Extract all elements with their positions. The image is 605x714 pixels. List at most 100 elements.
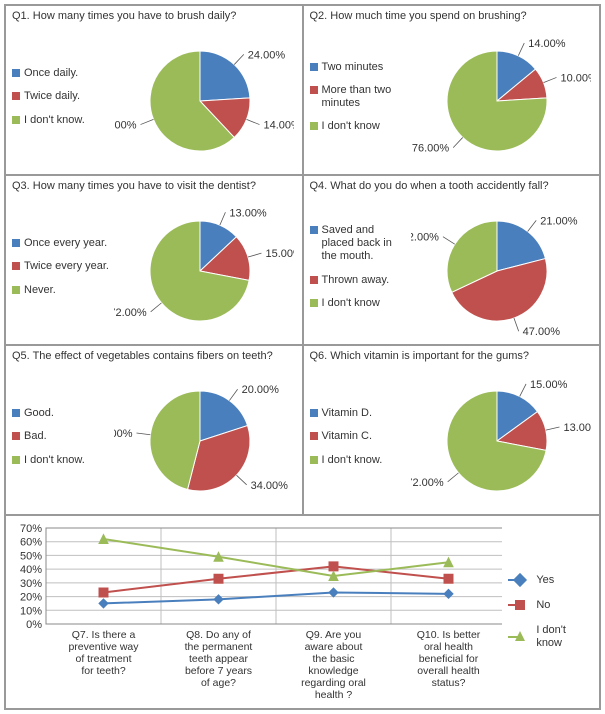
legend-item: More than two minutes (310, 84, 410, 110)
chart-grid: Q1. How many times you have to brush dai… (4, 4, 601, 710)
series-marker (329, 588, 338, 597)
legend-swatch (310, 409, 318, 417)
leader-line (140, 119, 153, 124)
leader-line (236, 475, 246, 485)
pie-label: 24.00% (248, 49, 286, 61)
leader-line (514, 318, 519, 331)
legend-label: Once every year. (24, 237, 107, 250)
cell-q6: Q6. Which vitamin is important for the g… (303, 345, 601, 515)
legend-marker (508, 574, 532, 586)
legend-item: Never. (12, 284, 112, 297)
legend-item: I don't know. (12, 454, 112, 467)
q4-title: Q4. What do you do when a tooth accident… (310, 180, 594, 192)
legend-item: Twice every year. (12, 260, 112, 273)
legend-swatch (12, 432, 20, 440)
q3-title: Q3. How many times you have to visit the… (12, 180, 296, 192)
legend-item: I don't know (310, 297, 410, 310)
plot-border (46, 528, 502, 624)
pie-label: 15.00% (265, 248, 294, 260)
q2-title: Q2. How much time you spend on brushing? (310, 10, 594, 22)
cell-q4: Q4. What do you do when a tooth accident… (303, 175, 601, 345)
line-legend: YesNoI don't know (502, 522, 593, 702)
y-tick-label: 60% (20, 537, 42, 549)
pie-slice (200, 51, 250, 101)
pie-label: 34.00% (250, 480, 288, 492)
y-tick-label: 10% (20, 605, 42, 617)
legend-swatch (12, 286, 20, 294)
legend-label: I don't know. (24, 114, 85, 127)
q6-title: Q6. Which vitamin is important for the g… (310, 350, 594, 362)
legend-label: More than two minutes (322, 84, 410, 110)
x-tick-label: Q7. Is there apreventive wayof treatment… (68, 629, 139, 677)
leader-line (234, 54, 244, 64)
line-legend-label: I don't know (536, 624, 593, 650)
cell-q1: Q1. How many times you have to brush dai… (5, 5, 303, 175)
legend-label: Vitamin C. (322, 430, 373, 443)
leader-line (453, 137, 463, 147)
pie-label: 72.00% (114, 307, 147, 319)
x-tick-label: Q8. Do any ofthe permanentteeth appearbe… (185, 629, 253, 689)
legend-swatch (12, 239, 20, 247)
y-tick-label: 20% (20, 592, 42, 604)
pie-label: 76.00% (412, 143, 450, 155)
pie-label: 46.00% (114, 428, 133, 440)
pie-label: 10.00% (561, 72, 591, 84)
leader-line (248, 253, 261, 257)
q6-legend: Vitamin D.Vitamin C.I don't know. (310, 407, 410, 467)
legend-label: Vitamin D. (322, 407, 373, 420)
q5-pie: 20.00% 34.00% 46.00% (114, 367, 294, 507)
series-marker (214, 574, 223, 583)
leader-line (519, 43, 525, 56)
pie-label: 15.00% (530, 379, 568, 391)
legend-label: Twice daily. (24, 90, 80, 103)
legend-swatch (310, 456, 318, 464)
legend-label: I don't know (322, 297, 380, 310)
y-tick-label: 50% (20, 550, 42, 562)
legend-swatch (12, 69, 20, 77)
q2-pie: 14.00%10.00%76.00% (411, 27, 591, 167)
pie-label: 62.00% (114, 120, 137, 132)
legend-swatch (310, 63, 318, 71)
line-legend-item: I don't know (508, 624, 593, 650)
legend-swatch (310, 226, 318, 234)
leader-line (520, 384, 526, 396)
legend-marker (508, 599, 532, 611)
legend-swatch (12, 92, 20, 100)
y-tick-label: 40% (20, 564, 42, 576)
pie-label: 47.00% (523, 326, 561, 337)
cell-q2: Q2. How much time you spend on brushing?… (303, 5, 601, 175)
legend-item: Vitamin C. (310, 430, 410, 443)
line-chart: 0%10%20%30%40%50%60%70%Q7. Is there apre… (12, 522, 502, 702)
legend-swatch (310, 86, 318, 94)
legend-item: I don't know (310, 120, 410, 133)
pie-label: 13.00% (229, 207, 267, 219)
legend-item: Two minutes (310, 61, 410, 74)
series-marker (444, 574, 453, 583)
legend-item: Saved and placed back in the mouth. (310, 224, 410, 264)
legend-item: Twice daily. (12, 90, 112, 103)
legend-swatch (310, 122, 318, 130)
legend-item: Bad. (12, 430, 112, 443)
legend-label: Never. (24, 284, 56, 297)
q2-legend: Two minutes More than two minutes I don't … (310, 61, 410, 134)
pie-label: 21.00% (540, 215, 578, 227)
line-legend-label: No (536, 599, 550, 612)
legend-label: Thrown away. (322, 274, 390, 287)
legend-item: Thrown away. (310, 274, 410, 287)
legend-item: Good. (12, 407, 112, 420)
pie-label: 20.00% (241, 384, 279, 396)
legend-swatch (310, 299, 318, 307)
leader-line (246, 119, 259, 124)
series-marker (329, 562, 338, 571)
cell-q3: Q3. How many times you have to visit the… (5, 175, 303, 345)
legend-label: Bad. (24, 430, 47, 443)
legend-item: Once daily. (12, 67, 112, 80)
legend-swatch (12, 409, 20, 417)
x-tick-label: Q9. Are youaware aboutthe basicknowledge… (301, 629, 366, 701)
series-marker (99, 588, 108, 597)
leader-line (448, 473, 459, 482)
legend-item: I don't know. (12, 114, 112, 127)
cell-line: 0%10%20%30%40%50%60%70%Q7. Is there apre… (5, 515, 600, 709)
q1-pie: 24.00%14.00%62.00% (114, 27, 294, 167)
line-legend-item: No (508, 599, 593, 612)
